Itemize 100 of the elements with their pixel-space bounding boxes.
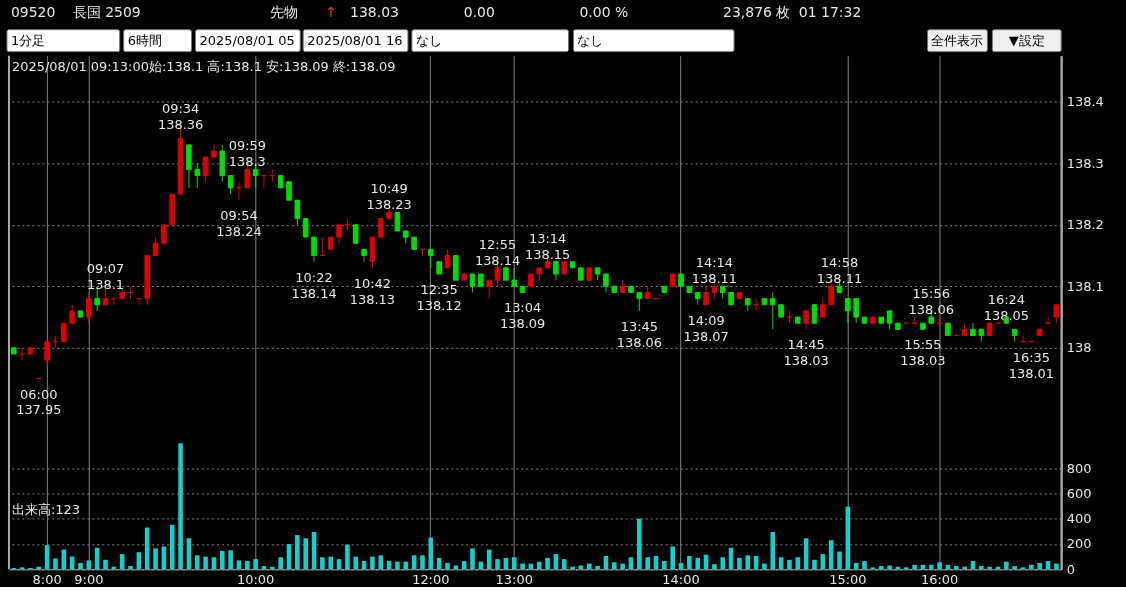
text: なし xyxy=(415,32,442,48)
candlestick xyxy=(811,304,818,324)
bar xyxy=(695,557,701,570)
bar xyxy=(1037,562,1042,570)
text: 09:54 138.24 xyxy=(216,208,262,240)
bar xyxy=(278,557,283,570)
annotation: 138.03 xyxy=(783,353,829,369)
text: 長国 2509 xyxy=(72,3,141,20)
bar xyxy=(395,561,400,570)
text: ↑ xyxy=(325,3,337,20)
bar xyxy=(612,562,617,570)
bar xyxy=(545,557,550,570)
bar xyxy=(587,563,592,570)
text: 16:24 138.05 xyxy=(983,292,1029,324)
bar xyxy=(837,551,842,570)
text: 06:00 137.95 xyxy=(16,386,62,418)
y-tick-label: 138.2 xyxy=(1066,217,1104,233)
bar xyxy=(912,564,917,570)
text: 10:49 138.23 xyxy=(366,181,412,213)
y-tick-label: 138.1 xyxy=(1066,278,1104,294)
text: 13:04 138.09 xyxy=(499,300,546,332)
text: 23,876 枚 xyxy=(723,3,791,20)
text: 2025/08/01 16 xyxy=(307,32,403,48)
candlestick xyxy=(377,218,384,238)
bar xyxy=(762,563,767,570)
text: 12:55 138.14 xyxy=(474,236,521,268)
y2-tick-label: 800 xyxy=(1066,460,1092,476)
bar xyxy=(295,535,300,570)
text: 14:45 xyxy=(787,337,825,353)
bar xyxy=(245,561,250,570)
y-tick-label: 138.4 xyxy=(1066,94,1104,110)
x-tick-label: 15:00 xyxy=(829,571,867,587)
candlestick xyxy=(69,304,75,324)
candlestick xyxy=(703,285,709,306)
text: 0.00 % xyxy=(579,3,629,20)
bar xyxy=(453,565,459,570)
candlestick xyxy=(394,211,401,232)
candlestick xyxy=(152,236,159,257)
bar xyxy=(470,548,475,570)
candlestick xyxy=(845,298,851,324)
y2-tick-label: 0 xyxy=(1066,561,1075,577)
candlestick xyxy=(444,248,451,269)
candlestick xyxy=(803,310,809,330)
text: 09:34 138.36 xyxy=(157,101,204,133)
annotation: 2025/08/01 09:13:00始:138.1 高:138.1 安:138.09 終:138.09 xyxy=(11,58,396,74)
bar xyxy=(320,557,325,570)
text: 6時間 xyxy=(127,32,162,48)
bar xyxy=(495,559,500,570)
bar xyxy=(144,527,150,570)
bar xyxy=(228,550,233,570)
text: 10:42 138.13 xyxy=(349,275,396,307)
text: 2025/08/01 05 xyxy=(199,32,295,48)
bar xyxy=(937,562,942,570)
bar xyxy=(928,564,934,570)
bar xyxy=(511,557,517,570)
bar xyxy=(953,566,959,570)
bar xyxy=(812,559,817,570)
candlestick xyxy=(86,291,92,324)
bar xyxy=(253,559,258,570)
y2-tick-label: 400 xyxy=(1066,511,1092,527)
bar xyxy=(78,562,83,570)
bar xyxy=(745,555,751,570)
candlestick xyxy=(352,224,359,244)
bar xyxy=(403,561,409,570)
x-tick-label: 9:00 xyxy=(74,571,104,587)
candlestick xyxy=(44,341,50,367)
bar xyxy=(220,550,225,570)
candlestick xyxy=(469,273,476,293)
bar xyxy=(53,558,58,570)
text: 12:35 138.12 xyxy=(416,281,462,313)
candlestick xyxy=(302,218,309,238)
candlestick xyxy=(227,175,234,195)
bar xyxy=(353,556,359,570)
candlestick xyxy=(311,236,317,263)
bar xyxy=(737,557,742,570)
candlestick xyxy=(161,224,167,244)
text: 15:56 138.06 xyxy=(908,285,954,317)
candlestick xyxy=(970,322,976,337)
bar xyxy=(595,566,600,570)
text: 1分足 xyxy=(10,32,46,48)
text: 13:14 138.15 xyxy=(524,230,571,262)
bar xyxy=(670,546,675,570)
x-tick-label: 12:00 xyxy=(412,571,450,587)
candlestick xyxy=(603,273,609,293)
bar xyxy=(153,548,158,570)
bar xyxy=(712,564,717,570)
candlestick xyxy=(194,162,201,189)
bar xyxy=(445,562,450,570)
y2-tick-label: 200 xyxy=(1066,536,1092,552)
bar xyxy=(979,566,984,570)
bar xyxy=(878,566,884,570)
bar xyxy=(520,563,525,570)
candlestick xyxy=(853,298,859,324)
x-tick-label: 14:00 xyxy=(662,571,700,587)
bar xyxy=(536,561,542,570)
annotation: 出来高:123 xyxy=(11,502,81,518)
bar xyxy=(720,557,726,570)
text: 16:35 138.01 xyxy=(1008,349,1055,381)
bar xyxy=(103,559,108,570)
candlestick xyxy=(428,248,434,269)
